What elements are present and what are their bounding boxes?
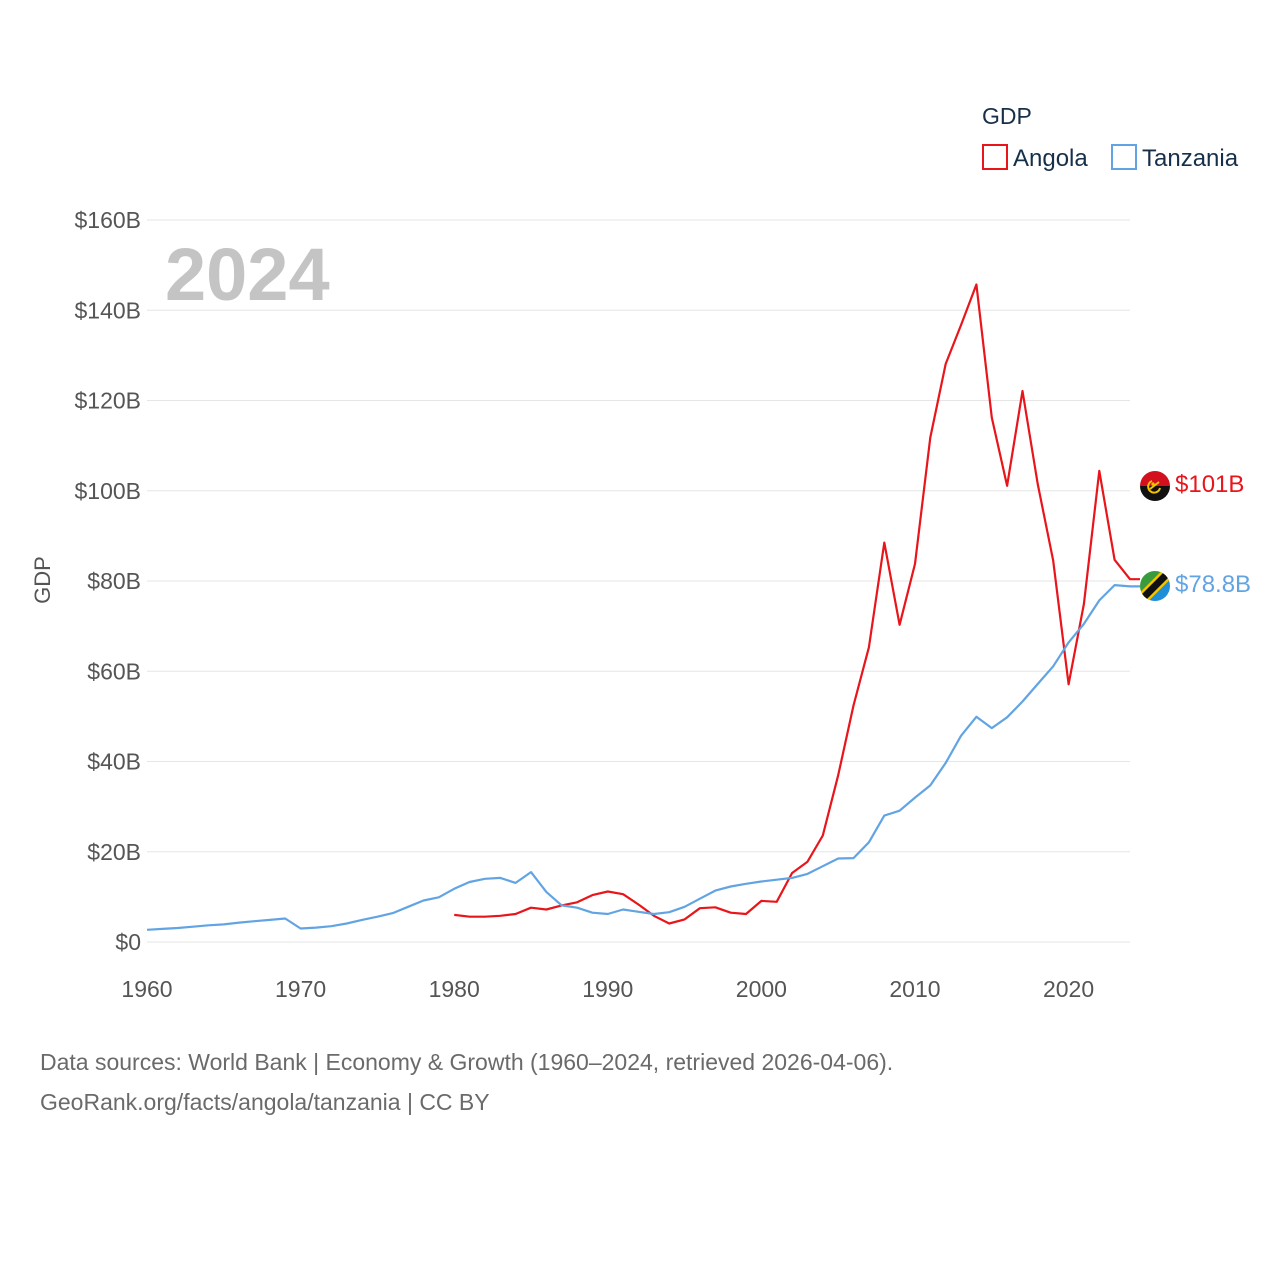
y-tick-label: $80B xyxy=(87,568,141,594)
x-tick-label: 1980 xyxy=(429,976,480,1002)
y-axis-ticks: $0 $20B $40B $60B $80B $100B $120B $140B $160B xyxy=(74,207,141,955)
legend-label-angola: Angola xyxy=(1013,145,1088,172)
legend-swatch-tanzania xyxy=(1111,144,1137,170)
grid-lines xyxy=(147,219,1130,943)
y-tick-label: $40B xyxy=(87,749,141,775)
x-tick-label: 1990 xyxy=(582,976,633,1002)
tanzania-flag-icon xyxy=(1140,571,1170,601)
x-tick-label: 2010 xyxy=(889,976,940,1002)
legend-title: GDP xyxy=(982,103,1032,129)
series-line-tanzania[interactable] xyxy=(146,583,1140,931)
y-tick-label: $60B xyxy=(87,658,141,684)
footer-sources: Data sources: World Bank | Economy & Gro… xyxy=(40,1049,894,1075)
legend: GDP Angola Tanzania xyxy=(982,103,1239,172)
gdp-line-chart: $0 $20B $40B $60B $80B $100B $120B $140B $160B 1… xyxy=(30,103,1251,1002)
y-tick-label: $120B xyxy=(74,388,141,414)
end-label-angola: $101B xyxy=(1175,471,1244,498)
x-tick-label: 1970 xyxy=(275,976,326,1002)
series-lines xyxy=(146,283,1140,931)
y-axis-label: GDP xyxy=(30,556,55,604)
legend-label-tanzania: Tanzania xyxy=(1142,145,1239,172)
end-label-tanzania: $78.8B xyxy=(1175,571,1251,598)
y-tick-label: $100B xyxy=(74,478,141,504)
footer: Data sources: World Bank | Economy & Gro… xyxy=(40,1042,893,1122)
x-tick-label: 2000 xyxy=(736,976,787,1002)
y-tick-label: $160B xyxy=(74,207,141,233)
x-axis-ticks: 1960 1970 1980 1990 2000 2010 2020 xyxy=(121,976,1094,1002)
legend-swatch-angola xyxy=(982,144,1008,170)
series-line-angola[interactable] xyxy=(454,283,1140,925)
angola-flag-icon xyxy=(1140,471,1170,501)
x-tick-label: 2020 xyxy=(1043,976,1094,1002)
y-tick-label: $140B xyxy=(74,297,141,323)
legend-item-tanzania[interactable]: Tanzania xyxy=(1111,144,1239,172)
year-label: 2024 xyxy=(165,233,330,316)
legend-item-angola[interactable]: Angola xyxy=(982,144,1088,172)
footer-link[interactable]: GeoRank.org/facts/angola/tanzania | CC B… xyxy=(40,1089,490,1115)
y-tick-label: $20B xyxy=(87,839,141,865)
x-tick-label: 1960 xyxy=(121,976,172,1002)
y-tick-label: $0 xyxy=(115,929,141,955)
